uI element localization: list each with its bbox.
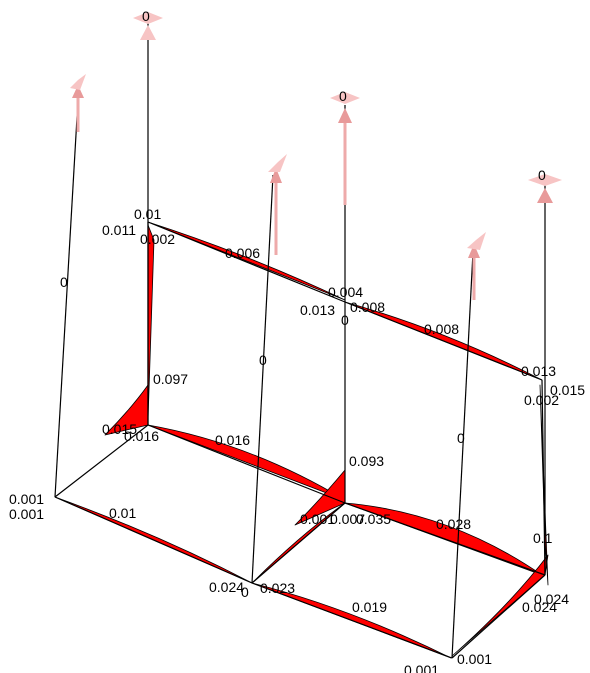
label-bottom-front-2: 0.019 <box>352 599 387 615</box>
label-mid-base-2: 0.007 <box>330 511 365 527</box>
label-right-top-2: 0.015 <box>550 382 585 398</box>
label-bottom-front-1: 0.01 <box>109 505 136 521</box>
label-corner-left-2: 0.001 <box>9 506 44 522</box>
label-mid-base-3: 0.035 <box>356 511 391 527</box>
column-right-front <box>451 251 474 659</box>
label-corner-left-1: 0.001 <box>9 491 44 507</box>
moment-diagram-cross-left <box>104 384 149 436</box>
load-arrow-icon <box>330 92 360 205</box>
label-col-left-moment: 0.097 <box>153 371 188 387</box>
label-mid-top-2: 0.013 <box>300 302 335 318</box>
label-right-front-1: 0.024 <box>534 591 569 607</box>
column-far-left <box>54 99 79 498</box>
beam-bottom-front-1 <box>54 496 253 584</box>
label-mid-top-1: 0.004 <box>328 284 363 300</box>
load-arrow-icon <box>467 232 486 300</box>
label-mid-base-1: 0.001 <box>300 511 335 527</box>
label-mid-top-3: 0.008 <box>350 299 385 315</box>
label-top-node-3: 0.002 <box>140 231 175 247</box>
label-top-left-zero: 0 <box>142 8 150 24</box>
label-bottom-back-2: 0.028 <box>436 516 471 532</box>
label-top-beam-1: 0.006 <box>225 245 260 261</box>
moment-diagram-cross-mid <box>294 469 346 526</box>
label-front-mid-3: 0.023 <box>260 580 295 596</box>
load-arrow-icon <box>268 154 287 255</box>
beam-bottom-back-2 <box>344 502 546 576</box>
label-top-node-1: 0.01 <box>134 206 161 222</box>
column-top-right-short <box>541 379 546 576</box>
label-front-mid-2: 0 <box>241 584 249 600</box>
beam-bottom-back-1 <box>147 424 346 504</box>
moment-diagram-cross-right <box>451 554 549 657</box>
beam-cross-right <box>451 574 546 659</box>
beam-cross-mid <box>251 502 346 584</box>
label-top-right-zero: 0 <box>538 167 546 183</box>
label-front-mid-1: 0.024 <box>209 579 244 595</box>
load-arrow-icon <box>528 174 562 203</box>
column-mid-front <box>251 174 274 584</box>
label-col-mid-zero: 0 <box>259 352 267 368</box>
label-mid-top-4: 0 <box>341 312 349 328</box>
beam-cross-left <box>54 424 149 498</box>
label-left-base-1: 0.015 <box>102 421 137 437</box>
load-arrow-icon <box>70 74 86 132</box>
label-right-top-3: 0.002 <box>524 392 559 408</box>
label-top-beam-2: 0.008 <box>424 321 459 337</box>
label-right-corner-2: 0.001 <box>404 662 439 673</box>
beam-top-1 <box>147 221 346 303</box>
moment-diagram-column-left <box>147 224 155 421</box>
label-col-left-zero: 0 <box>60 274 68 290</box>
value-labels: 0 0 0 0 0.01 0.011 0.002 0.006 0.004 0.0… <box>9 8 585 673</box>
label-right-top-1: 0.013 <box>521 363 556 379</box>
frame-members <box>54 22 546 659</box>
label-right-corner-1: 0.001 <box>457 651 492 667</box>
label-right-front-2: 0.024 <box>522 599 557 615</box>
label-left-base-2: 0.016 <box>124 428 159 444</box>
label-top-node-2: 0.011 <box>102 222 136 238</box>
label-top-mid-zero: 0 <box>339 88 347 104</box>
label-col-mid-moment: 0.093 <box>349 453 384 469</box>
beam-top-2 <box>344 301 543 381</box>
beam-bottom-front-2 <box>251 582 453 659</box>
label-right-base-moment: 0.1 <box>533 530 553 546</box>
label-bottom-back-1: 0.016 <box>215 432 250 448</box>
load-arrow-icon <box>133 12 163 40</box>
load-arrows <box>70 12 562 300</box>
label-col-right-zero: 0 <box>457 430 465 446</box>
